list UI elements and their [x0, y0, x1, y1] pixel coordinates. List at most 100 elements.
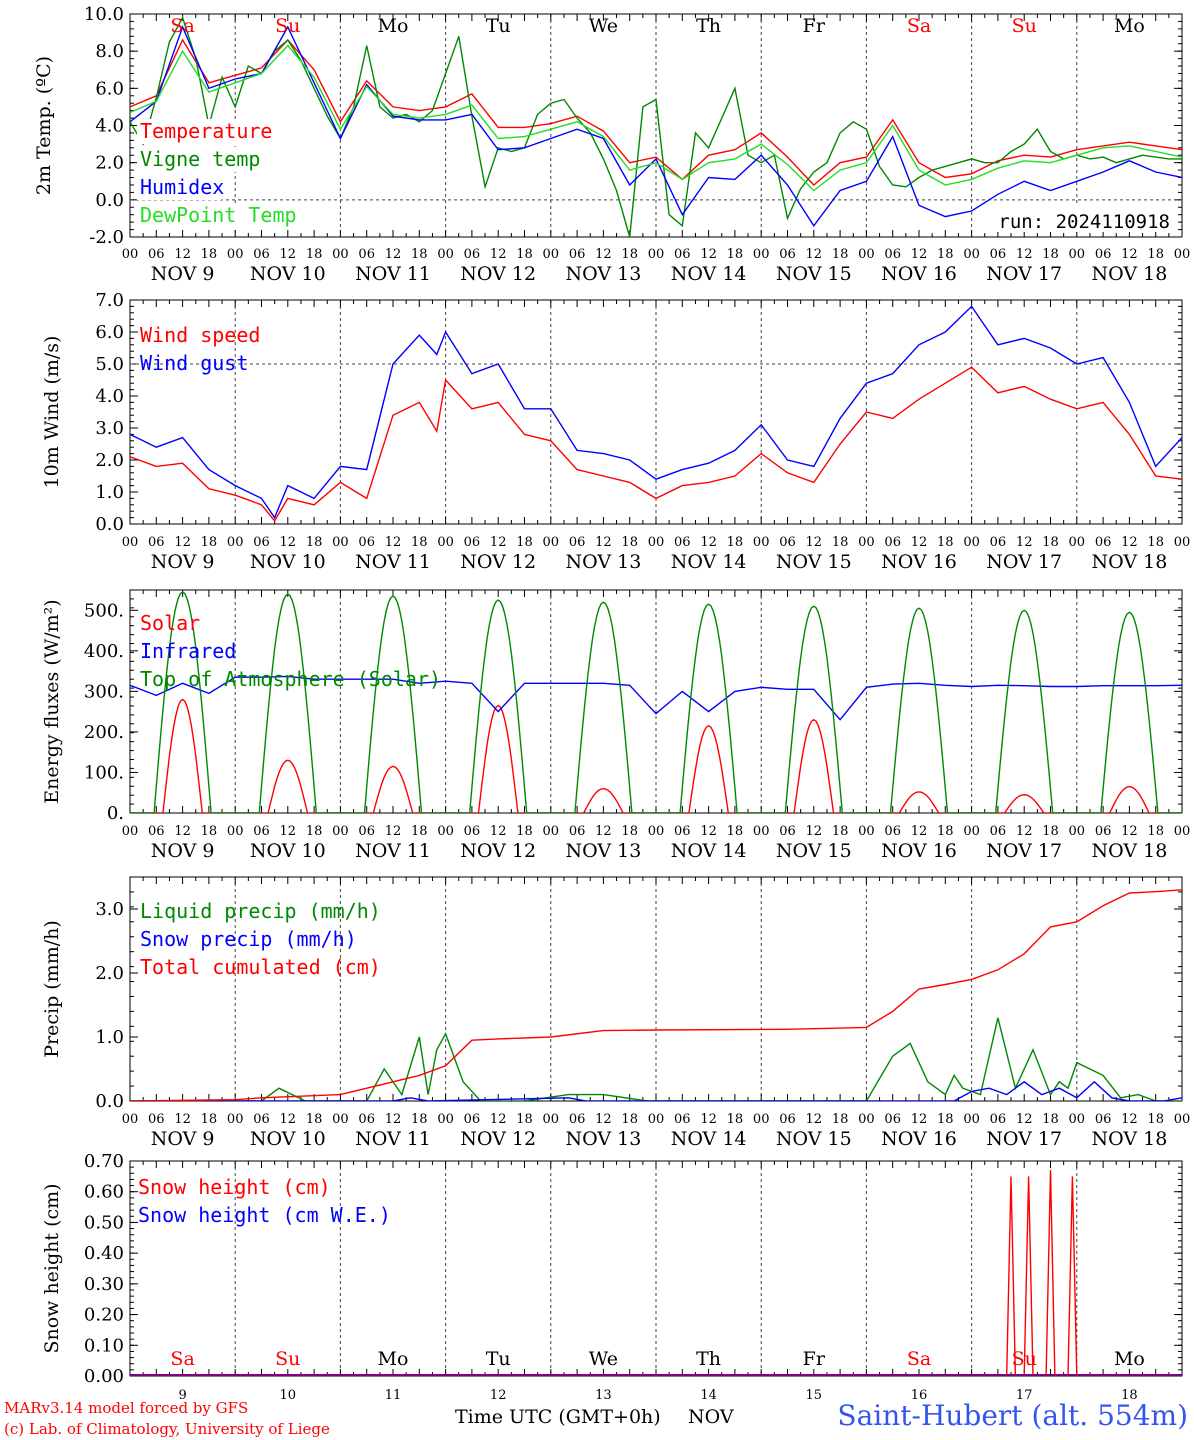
- day-number-label: 17: [1016, 1388, 1033, 1403]
- y-tick-label: 100.: [84, 762, 124, 783]
- hour-label: 12: [1016, 535, 1033, 550]
- hour-label: 06: [990, 1112, 1007, 1127]
- hour-label: 06: [779, 1112, 796, 1127]
- date-label: NOV 13: [565, 840, 641, 862]
- y-tick-label: 0.0: [95, 1091, 124, 1112]
- hour-label: 12: [1016, 247, 1033, 262]
- date-label: NOV 18: [1091, 1128, 1167, 1150]
- hour-label: 00: [1174, 824, 1191, 839]
- date-label: NOV 11: [355, 840, 431, 862]
- hour-label: 06: [253, 247, 270, 262]
- hour-label: 00: [122, 535, 139, 550]
- hour-label: 18: [621, 824, 638, 839]
- hour-label: 12: [911, 1112, 928, 1127]
- hour-label: 18: [201, 1112, 218, 1127]
- hour-label: 12: [280, 247, 297, 262]
- hour-label: 00: [753, 824, 770, 839]
- hour-label: 12: [595, 535, 612, 550]
- y-tick-label: 7.0: [95, 290, 124, 311]
- hour-label: 06: [569, 1112, 586, 1127]
- hour-label: 18: [516, 824, 533, 839]
- hour-label: 18: [1147, 535, 1164, 550]
- weekday-label: Mo: [378, 1348, 409, 1370]
- y-tick-label: 3.0: [95, 899, 124, 920]
- date-label: NOV 17: [986, 840, 1062, 862]
- series-line-temperature: [130, 38, 1182, 186]
- date-label: NOV 12: [460, 1128, 536, 1150]
- hour-label: 00: [227, 247, 244, 262]
- series-line-liquid-precip-mm-h-: [130, 1017, 1182, 1101]
- hour-label: 06: [884, 824, 901, 839]
- hour-label: 18: [411, 535, 428, 550]
- y-tick-label: 6.0: [95, 78, 124, 99]
- hour-label: 12: [806, 1112, 823, 1127]
- y-tick-label: 6.0: [95, 322, 124, 343]
- hour-label: 00: [122, 824, 139, 839]
- date-label: NOV 10: [250, 263, 326, 285]
- y-axis-label: Snow height (cm): [41, 1183, 63, 1353]
- hour-label: 18: [832, 1112, 849, 1127]
- hour-label: 06: [569, 247, 586, 262]
- hour-label: 12: [1016, 824, 1033, 839]
- legend-bg: [137, 147, 255, 172]
- hour-label: 00: [858, 824, 875, 839]
- hour-label: 12: [806, 824, 823, 839]
- hour-label: 12: [385, 247, 402, 262]
- hour-label: 06: [358, 535, 375, 550]
- hour-label: 18: [727, 1112, 744, 1127]
- weekday-label: Su: [275, 15, 300, 37]
- hour-label: 00: [963, 535, 980, 550]
- hour-label: 18: [937, 1112, 954, 1127]
- hour-label: 06: [464, 247, 481, 262]
- hour-label: 12: [595, 824, 612, 839]
- model-credit: MARv3.14 model forced by GFS: [4, 1399, 248, 1417]
- hour-label: 00: [227, 1112, 244, 1127]
- legend-entry: Top of Atmosphere (Solar): [140, 667, 441, 691]
- day-number-label: 11: [385, 1388, 402, 1403]
- hour-label: 18: [201, 824, 218, 839]
- y-tick-label: 0.00: [84, 1366, 124, 1387]
- legend-entry: DewPoint Temp: [140, 203, 297, 227]
- hour-label: 06: [148, 824, 165, 839]
- y-axis-label: 10m Wind (m/s): [41, 336, 63, 489]
- hour-label: 06: [779, 824, 796, 839]
- hour-label: 12: [595, 1112, 612, 1127]
- date-label: NOV 10: [250, 1128, 326, 1150]
- date-label: NOV 18: [1091, 263, 1167, 285]
- legend-entry: Total cumulated (cm): [140, 955, 381, 979]
- legend-entry: Wind gust: [140, 351, 248, 375]
- y-tick-label: 0.60: [84, 1182, 124, 1203]
- hour-label: 00: [1069, 1112, 1086, 1127]
- panel-2: 0.0 1.0 2.0 3.0 4.0 5.0 6.0 7.0 10m Wind (m/s) Wi…: [41, 290, 1190, 573]
- weekday-label: Fr: [803, 15, 826, 37]
- hour-label: 06: [1095, 535, 1112, 550]
- hour-label: 06: [148, 247, 165, 262]
- legend-bg: [137, 119, 267, 144]
- hour-label: 06: [990, 247, 1007, 262]
- day-number-label: 14: [700, 1388, 717, 1403]
- legend-entry: Humidex: [140, 175, 224, 199]
- hour-label: 12: [700, 247, 717, 262]
- legend-entry: Vigne temp: [140, 147, 260, 171]
- hour-label: 06: [148, 535, 165, 550]
- hour-label: 12: [1016, 1112, 1033, 1127]
- day-number-label: 18: [1121, 1388, 1138, 1403]
- hour-label: 00: [437, 824, 454, 839]
- hour-label: 00: [1174, 247, 1191, 262]
- weekday-label: Mo: [378, 15, 409, 37]
- weekday-label: Sa: [907, 15, 931, 37]
- panel-4: 0.0 1.0 2.0 3.0 Precip (mm/h) Liquid precip (…: [41, 876, 1190, 1150]
- hour-label: 00: [543, 824, 560, 839]
- hour-label: 00: [122, 247, 139, 262]
- date-label: NOV 16: [881, 263, 957, 285]
- y-tick-label: 2.0: [95, 450, 124, 471]
- y-tick-label: 0.40: [84, 1243, 124, 1264]
- run-label: run: 2024110918: [998, 211, 1170, 233]
- weekday-label: Su: [1012, 15, 1037, 37]
- hour-label: 18: [1042, 247, 1059, 262]
- series-line-wind-gust: [130, 305, 1182, 520]
- y-tick-label: 10.0: [84, 4, 124, 25]
- hour-label: 06: [253, 535, 270, 550]
- hour-label: 06: [884, 535, 901, 550]
- hour-label: 00: [1069, 247, 1086, 262]
